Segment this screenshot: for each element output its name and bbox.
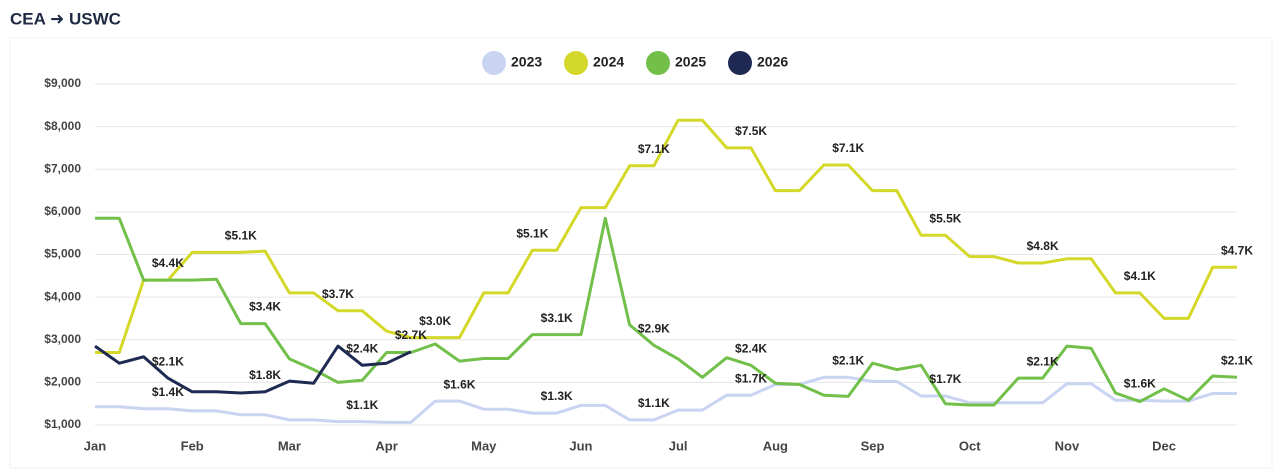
legend-label: 2025 xyxy=(675,54,706,70)
x-tick-label: Aug xyxy=(763,438,788,453)
y-tick-label: $3,000 xyxy=(44,332,81,346)
x-tick-label: Sep xyxy=(861,438,885,453)
legend-label: 2026 xyxy=(757,54,788,70)
x-tick-label: Mar xyxy=(278,438,301,453)
value-label: $3.7K xyxy=(322,287,354,301)
legend-item[interactable]: 2025 xyxy=(646,51,706,75)
legend: 2023 2024 2025 2026 xyxy=(482,51,788,75)
y-tick-label: $6,000 xyxy=(44,204,81,218)
x-tick-label: Jun xyxy=(569,438,592,453)
grid: $1,000 $2,000 $3,000 $4,000 $5,000 $6,000 $7,0… xyxy=(44,76,1237,453)
value-label: $2.1K xyxy=(1221,353,1253,367)
legend-marker xyxy=(646,51,670,75)
legend-item[interactable]: 2026 xyxy=(728,51,788,75)
x-tick-label: Apr xyxy=(375,438,397,453)
legend-marker xyxy=(564,51,588,75)
value-label: $5.1K xyxy=(516,226,548,240)
value-label: $2.1K xyxy=(832,353,864,367)
y-tick-label: $9,000 xyxy=(44,76,81,90)
value-label: $1.3K xyxy=(541,389,573,403)
value-label: $7.5K xyxy=(735,124,767,138)
x-tick-label: Feb xyxy=(181,438,204,453)
value-label: $1.1K xyxy=(346,398,378,412)
value-label: $5.5K xyxy=(929,211,961,225)
series-line xyxy=(95,375,1237,424)
lines xyxy=(94,118,1238,424)
value-label: $2.1K xyxy=(1027,354,1059,368)
series-line xyxy=(94,344,412,395)
y-tick-label: $1,000 xyxy=(44,417,81,431)
value-label: $2.9K xyxy=(638,321,670,335)
value-label: $1.6K xyxy=(443,377,475,391)
series-line xyxy=(95,118,1237,354)
value-label: $1.8K xyxy=(249,368,281,382)
value-label: $2.4K xyxy=(735,341,767,355)
value-label: $7.1K xyxy=(832,141,864,155)
value-label: $2.7K xyxy=(395,328,427,342)
value-label: $4.1K xyxy=(1124,269,1156,283)
value-label: $3.0K xyxy=(419,314,451,328)
legend-marker xyxy=(482,51,506,75)
x-tick-label: Jul xyxy=(669,438,688,453)
value-label: $3.4K xyxy=(249,300,281,314)
series-line xyxy=(95,216,1238,407)
value-label: $7.1K xyxy=(638,142,670,156)
y-tick-label: $7,000 xyxy=(44,161,81,175)
y-tick-label: $4,000 xyxy=(44,289,81,303)
y-tick-label: $5,000 xyxy=(44,247,81,261)
value-label: $1.6K xyxy=(1124,376,1156,390)
chart-title: CEA ➜ USWC xyxy=(10,9,121,28)
labels: $1.4K $1.1K $1.6K $1.3K $1.1K $1.7K $2.1K $1.7K… xyxy=(152,124,1253,412)
value-label: $1.7K xyxy=(929,372,961,386)
value-label: $4.4K xyxy=(152,256,184,270)
value-label: $3.1K xyxy=(541,311,573,325)
legend-label: 2024 xyxy=(593,54,624,70)
x-tick-label: Oct xyxy=(959,438,981,453)
legend-item[interactable]: 2023 xyxy=(482,51,542,75)
value-label: $2.1K xyxy=(152,354,184,368)
x-tick-label: Jan xyxy=(84,438,106,453)
value-label: $2.4K xyxy=(346,341,378,355)
value-label: $1.4K xyxy=(152,385,184,399)
legend-item[interactable]: 2024 xyxy=(564,51,624,75)
x-tick-label: Dec xyxy=(1152,438,1176,453)
legend-label: 2023 xyxy=(511,54,542,70)
value-label: $4.8K xyxy=(1027,239,1059,253)
legend-marker xyxy=(728,51,752,75)
x-tick-label: May xyxy=(471,438,497,453)
y-tick-label: $8,000 xyxy=(44,119,81,133)
y-tick-label: $2,000 xyxy=(44,375,81,389)
value-label: $4.7K xyxy=(1221,243,1253,257)
value-label: $5.1K xyxy=(225,229,257,243)
x-tick-label: Nov xyxy=(1055,438,1080,453)
value-label: $1.1K xyxy=(638,396,670,410)
value-label: $1.7K xyxy=(735,371,767,385)
